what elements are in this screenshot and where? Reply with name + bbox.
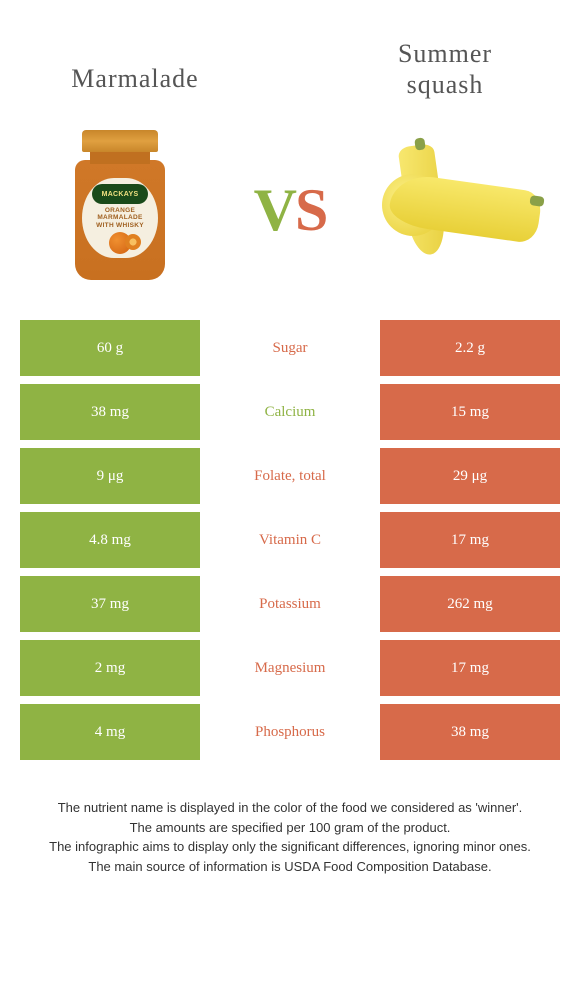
cell-nutrient-label: Folate, total [200,448,380,504]
cell-right-value: 262 mg [380,576,560,632]
squash-icon [380,140,540,280]
cell-right-value: 17 mg [380,512,560,568]
cell-nutrient-label: Magnesium [200,640,380,696]
table-row: 38 mgCalcium15 mg [20,384,560,440]
jar-text-l3: WITH WHISKY [96,222,144,229]
cell-left-value: 4.8 mg [20,512,200,568]
table-row: 60 gSugar2.2 g [20,320,560,376]
marmalade-image: MACKAYS ORANGE MARMALADE WITH WHISKY [40,120,200,300]
vs-label: VS [254,176,327,245]
footer: The nutrient name is displayed in the co… [0,768,580,876]
title-right-l1: Summer [330,38,560,69]
vs-s: S [295,177,326,243]
cell-nutrient-label: Sugar [200,320,380,376]
cell-left-value: 4 mg [20,704,200,760]
title-left: Marmalade [20,64,250,100]
table-row: 2 mgMagnesium17 mg [20,640,560,696]
title-right: Summer squash [330,38,560,100]
cell-left-value: 2 mg [20,640,200,696]
cell-nutrient-label: Phosphorus [200,704,380,760]
cell-nutrient-label: Calcium [200,384,380,440]
vs-v: V [254,177,295,243]
cell-right-value: 17 mg [380,640,560,696]
cell-right-value: 38 mg [380,704,560,760]
images-row: MACKAYS ORANGE MARMALADE WITH WHISKY VS [0,120,580,320]
cell-nutrient-label: Potassium [200,576,380,632]
cell-right-value: 2.2 g [380,320,560,376]
comparison-table: 60 gSugar2.2 g38 mgCalcium15 mg9 μgFolat… [0,320,580,760]
table-row: 9 μgFolate, total29 μg [20,448,560,504]
cell-left-value: 38 mg [20,384,200,440]
title-right-l2: squash [330,69,560,100]
jar-icon: MACKAYS ORANGE MARMALADE WITH WHISKY [70,130,170,290]
header: Marmalade Summer squash [0,0,580,120]
table-row: 4.8 mgVitamin C17 mg [20,512,560,568]
table-row: 37 mgPotassium262 mg [20,576,560,632]
jar-text-l2: MARMALADE [96,214,144,221]
cell-nutrient-label: Vitamin C [200,512,380,568]
cell-right-value: 29 μg [380,448,560,504]
cell-left-value: 60 g [20,320,200,376]
jar-brand: MACKAYS [102,191,139,198]
cell-left-value: 37 mg [20,576,200,632]
jar-text-l1: ORANGE [96,207,144,214]
squash-image [380,120,540,300]
cell-right-value: 15 mg [380,384,560,440]
footer-l4: The main source of information is USDA F… [20,857,560,877]
footer-l1: The nutrient name is displayed in the co… [20,798,560,818]
cell-left-value: 9 μg [20,448,200,504]
footer-l2: The amounts are specified per 100 gram o… [20,818,560,838]
table-row: 4 mgPhosphorus38 mg [20,704,560,760]
footer-l3: The infographic aims to display only the… [20,837,560,857]
